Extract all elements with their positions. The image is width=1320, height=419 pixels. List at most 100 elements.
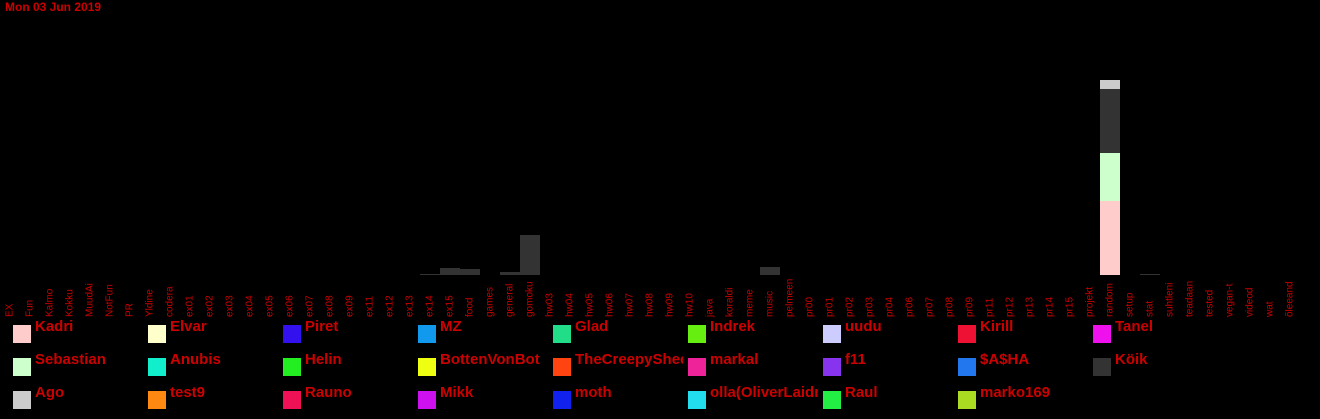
legend-swatch xyxy=(958,391,976,409)
legend-label: Sebastian xyxy=(35,351,106,368)
x-tick-label: ex08 xyxy=(325,295,336,317)
legend-label: Rauno xyxy=(305,384,352,401)
legend-swatch xyxy=(823,391,841,409)
stacked-bar-chart: EX Fun Kalmo Kokku MuudAi NotFun PR Yldine coder… xyxy=(5,80,1296,318)
legend-label: Ago xyxy=(35,384,65,401)
x-tick-label: pr02 xyxy=(845,297,856,317)
legend-label: Raul xyxy=(845,384,878,401)
legend-swatch xyxy=(553,358,571,376)
legend-item: $A$HA xyxy=(958,351,1093,376)
x-tick-label: ex07 xyxy=(305,295,316,317)
legend-item: uudu xyxy=(823,318,958,343)
x-tick-label: general xyxy=(505,284,516,317)
x-tick-label: pr01 xyxy=(825,297,836,317)
x-tick-label: hw04 xyxy=(565,293,576,317)
x-tick-label: java xyxy=(705,298,716,318)
x-tick-label: ex04 xyxy=(245,295,256,317)
x-tick-label: PR xyxy=(125,303,136,317)
x-tick-label: wat xyxy=(1265,301,1276,318)
x-tick-label: gomoku xyxy=(525,281,536,317)
x-tick-label: hw06 xyxy=(605,293,616,317)
legend-item: MZ xyxy=(418,318,553,343)
bar-segment-stat-K-ik xyxy=(1140,274,1160,275)
legend-swatch xyxy=(1093,325,1111,343)
x-tick-label: Yldine xyxy=(145,289,156,317)
legend-item: Kadri xyxy=(13,318,148,343)
legend-label: uudu xyxy=(845,318,882,335)
bar-segment-ex15-K-ik xyxy=(440,268,460,275)
legend-item: Glad xyxy=(553,318,688,343)
legend-label: Glad xyxy=(575,318,609,335)
bar-segment-random-Sebastian xyxy=(1100,153,1120,201)
legend-item: Tanel xyxy=(1093,318,1228,343)
x-tick-label: ex13 xyxy=(405,295,416,317)
x-tick-label: setup xyxy=(1125,292,1136,317)
bar-segment-ex14-K-ik xyxy=(420,274,440,275)
x-tick-label: MuudAi xyxy=(85,283,96,317)
bar-segment-music-K-ik xyxy=(760,267,780,275)
x-tick-label: vegan-t xyxy=(1225,283,1236,317)
x-tick-label: pr06 xyxy=(905,297,916,317)
x-tick-label: ex14 xyxy=(425,295,436,317)
legend-swatch xyxy=(13,358,31,376)
legend-swatch xyxy=(688,391,706,409)
bar-segment-gomoku-K-ik xyxy=(520,235,540,275)
x-tick-label: ex11 xyxy=(365,296,376,317)
x-tick-label: Kokku xyxy=(65,289,76,317)
x-tick-label: stat xyxy=(1145,301,1156,317)
x-tick-label: hw07 xyxy=(625,293,636,317)
x-tick-label: pr07 xyxy=(925,297,936,317)
legend-swatch xyxy=(688,325,706,343)
x-tick-label: pr14 xyxy=(1045,297,1056,317)
legend-label: BottenVonBot xyxy=(440,351,540,368)
legend-label: Tanel xyxy=(1115,318,1154,335)
legend-swatch xyxy=(283,391,301,409)
x-tick-label: pr08 xyxy=(945,297,956,317)
legend-item: TheCreepySheep xyxy=(553,351,688,376)
legend-swatch xyxy=(148,325,166,343)
bar-segment-random-Kadri xyxy=(1100,201,1120,275)
x-tick-label: ex01 xyxy=(185,295,196,317)
x-tick-label: ex05 xyxy=(265,295,276,317)
x-tick-label: pr15 xyxy=(1065,297,1076,317)
x-tick-label: Kalmo xyxy=(45,288,56,317)
legend-label: test9 xyxy=(170,384,206,401)
legend-label: Anubis xyxy=(170,351,221,368)
legend-swatch xyxy=(688,358,706,376)
x-tick-label: pr09 xyxy=(965,297,976,317)
legend-item: Sebastian xyxy=(13,351,148,376)
x-tick-label: pr03 xyxy=(865,297,876,317)
legend-label: Piret xyxy=(305,318,339,335)
legend-swatch xyxy=(13,391,31,409)
x-tick-label: ex06 xyxy=(285,295,296,317)
x-tick-label: meme xyxy=(745,289,756,317)
legend-item: Kirill xyxy=(958,318,1093,343)
legend-label: markal xyxy=(710,351,759,368)
legend-swatch xyxy=(553,325,571,343)
legend-label: Köik xyxy=(1115,351,1148,368)
x-tick-label: food xyxy=(465,298,476,317)
legend-swatch xyxy=(823,325,841,343)
x-tick-label: õleeand xyxy=(1285,281,1296,317)
bar-segment-food-K-ik xyxy=(460,269,480,275)
legend-item: test9 xyxy=(148,384,283,409)
legend-item: Helin xyxy=(283,351,418,376)
x-tick-label: ex12 xyxy=(385,295,396,317)
legend-label: marko169 xyxy=(980,384,1051,401)
x-tick-label: teadaan xyxy=(1185,281,1196,317)
legend-item: Raul xyxy=(823,384,958,409)
legend-label: Kadri xyxy=(35,318,74,335)
x-tick-label: ex02 xyxy=(205,295,216,317)
x-tick-label: videod xyxy=(1245,288,1256,317)
legend-item: markal xyxy=(688,351,823,376)
x-tick-label: hw03 xyxy=(545,293,556,317)
x-tick-label: ex03 xyxy=(225,295,236,317)
legend-swatch xyxy=(283,325,301,343)
legend-label: moth xyxy=(575,384,612,401)
legend-item: Piret xyxy=(283,318,418,343)
x-tick-label: hw10 xyxy=(685,293,696,317)
x-tick-label: ex09 xyxy=(345,295,356,317)
legend-label: $A$HA xyxy=(980,351,1030,368)
x-tick-label: pelmeen xyxy=(785,279,796,317)
legend-label: Kirill xyxy=(980,318,1014,335)
